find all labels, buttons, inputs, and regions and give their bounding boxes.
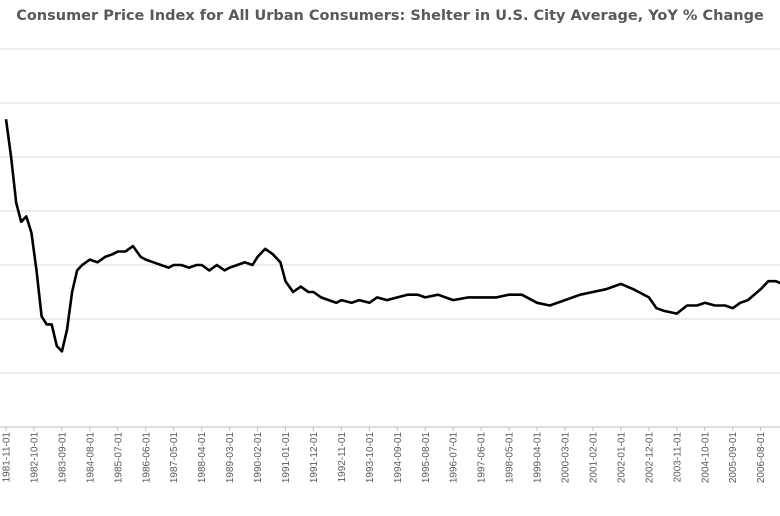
x-tick-label: 1990-02-01 [253, 432, 264, 484]
x-tick-label: 1986-06-01 [141, 432, 152, 484]
x-tick-label: 1985-07-01 [113, 432, 124, 484]
x-tick-label: 1991-01-01 [281, 432, 292, 484]
x-tick-label: 1988-04-01 [197, 432, 208, 484]
x-tick-label: 1993-10-01 [365, 432, 376, 484]
x-tick-label: 2005-09-01 [728, 432, 739, 484]
x-tick-label: 1983-09-01 [57, 432, 68, 484]
chart-title: Consumer Price Index for All Urban Consu… [16, 8, 764, 24]
x-tick-label: 1999-04-01 [533, 432, 544, 484]
x-tick-label: 1981-11-01 [2, 432, 13, 483]
series-line [4, 119, 780, 353]
x-tick-label: 2002-01-01 [616, 432, 627, 484]
x-tick-label: 1991-12-01 [309, 432, 320, 484]
x-tick-label: 2004-10-01 [700, 432, 711, 484]
x-tick-label: 2006-08-01 [756, 432, 767, 484]
x-tick-label: 1982-10-01 [29, 432, 40, 484]
x-tick-label: 2001-02-01 [588, 432, 599, 484]
x-tick-label: 1996-07-01 [449, 432, 460, 484]
x-tick-label: 2002-12-01 [644, 432, 655, 484]
x-tick-label: 2003-11-01 [672, 432, 683, 483]
x-tick-label: 1995-08-01 [421, 432, 432, 484]
x-tick-label: 1992-11-01 [337, 432, 348, 483]
x-tick-label: 1989-03-01 [225, 432, 236, 484]
x-tick-label: 1998-05-01 [505, 432, 516, 484]
x-tick-label: 1997-06-01 [477, 432, 488, 484]
x-tick-label: 1994-09-01 [393, 432, 404, 484]
x-tick-label: 1984-08-01 [85, 432, 96, 484]
x-tick-label: 1987-05-01 [169, 432, 180, 484]
x-tick-label: 2000-03-01 [561, 432, 572, 484]
